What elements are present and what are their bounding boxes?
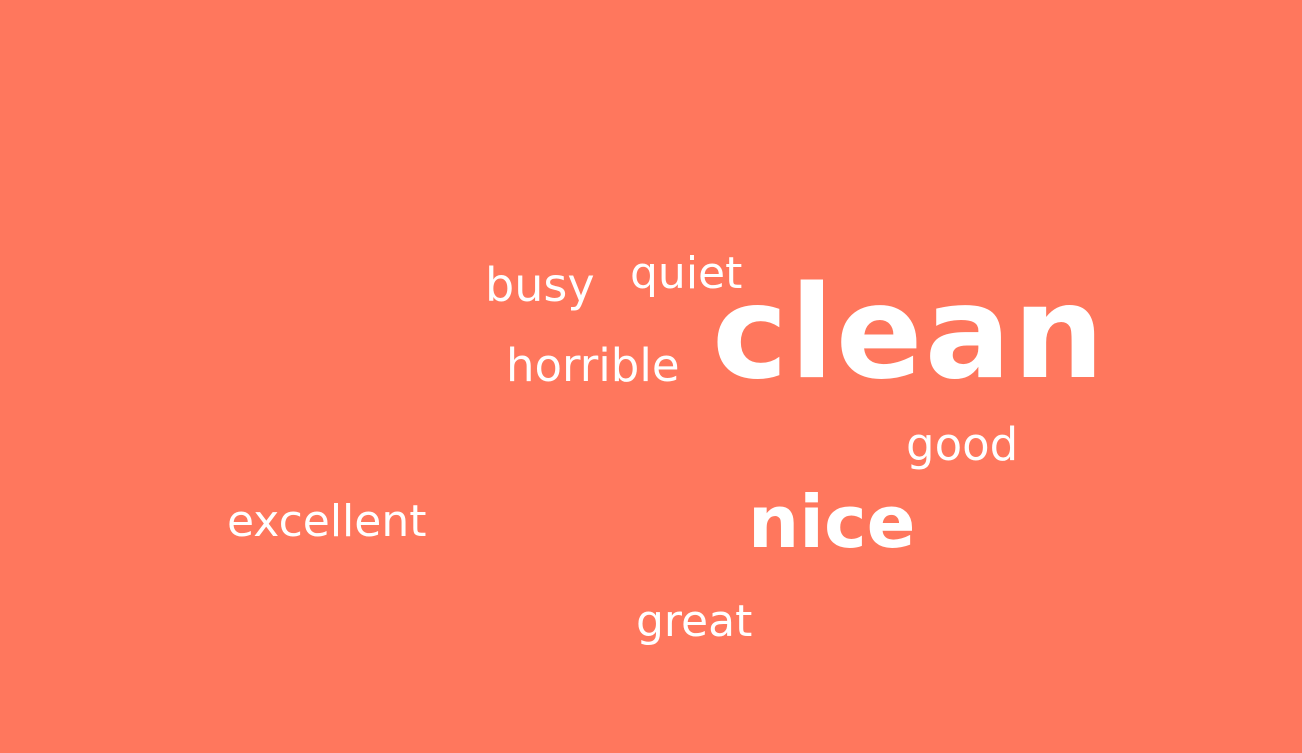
word-great: great	[636, 596, 753, 647]
word-busy: busy	[485, 258, 595, 312]
word-horrible: horrible	[506, 339, 680, 392]
word-good: good	[906, 418, 1019, 471]
word-nice: nice	[748, 480, 916, 564]
word-quiet: quiet	[630, 248, 743, 299]
word-clean: clean	[712, 259, 1107, 408]
word-excellent: excellent	[227, 496, 427, 547]
